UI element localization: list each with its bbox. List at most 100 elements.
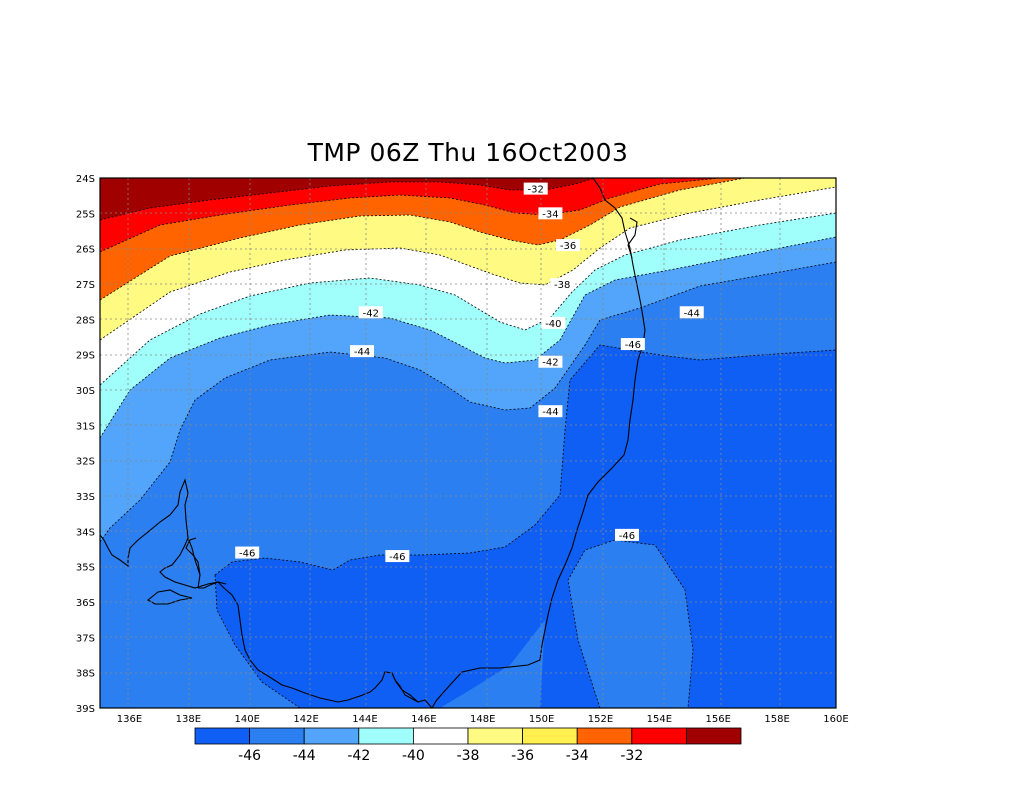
colorbar-swatch — [686, 727, 742, 745]
contour-label-box — [235, 546, 260, 559]
longitude-axis: 136E 138E 140E 142E 144E 146E 148E 150E 152E 154E… — [117, 714, 849, 725]
colorbar-label: -38 — [457, 748, 480, 764]
lon-tick-label: 146E — [411, 714, 436, 725]
contour-label-box — [538, 405, 563, 418]
filled-contours: -32 -34 -36 -38 -40 -42 -42 -44 -44 -44 -46 -46 -46 -… — [100, 178, 836, 708]
contour-label: -44 — [679, 306, 704, 319]
plot-frame — [99, 177, 837, 709]
contour-label-text: -46 — [239, 549, 255, 560]
lat-tick-label: 26S — [76, 245, 95, 256]
contour-label-box — [556, 239, 581, 252]
grid-lines — [100, 178, 836, 708]
contour-label-text: -34 — [542, 209, 558, 220]
contour-band-below-46-east — [540, 345, 836, 708]
contour-label: -46 — [385, 550, 410, 563]
contour-label-text: -40 — [545, 319, 561, 330]
colorbar-label: -42 — [347, 748, 370, 764]
contour-label: -32 — [523, 182, 548, 196]
colorbar-label: -40 — [402, 748, 425, 764]
contour-label: -38 — [550, 278, 575, 291]
coastline — [100, 178, 646, 708]
lat-tick-label: 35S — [76, 563, 95, 574]
contour-label: -46 — [614, 528, 639, 542]
contour-label-text: -38 — [554, 280, 570, 291]
contour-label-box — [541, 316, 566, 329]
colorbar: -46 -44 -42 -40 -38 -36 -34 -32 — [194, 727, 742, 764]
contour-label: -34 — [538, 207, 563, 220]
colorbar-swatch — [467, 727, 523, 745]
contour-label-box — [538, 355, 563, 368]
lon-tick-label: 152E — [588, 714, 613, 725]
latitude-axis: 24S 25S 26S 27S 28S 29S 30S 31S 32S 33S 34S 35S 36S 3… — [76, 174, 95, 715]
contour-label: -42 — [538, 355, 563, 369]
lat-tick-label: 24S — [76, 174, 95, 185]
lat-tick-label: 37S — [76, 633, 95, 644]
contour-label: -44 — [538, 405, 563, 418]
colorbar-swatch — [194, 727, 250, 745]
colorbar-swatch — [249, 727, 305, 745]
lat-tick-label: 29S — [76, 351, 95, 362]
lat-tick-label: 28S — [76, 315, 95, 326]
contour-label-text: -32 — [528, 185, 544, 196]
contour-label-box — [620, 338, 645, 351]
lat-tick-label: 33S — [76, 492, 95, 503]
contour-label: -40 — [541, 316, 566, 330]
colorbar-swatch — [631, 727, 687, 745]
contour-label: -46 — [235, 546, 260, 560]
lon-tick-label: 160E — [823, 714, 848, 725]
lon-tick-label: 136E — [117, 714, 142, 725]
contour-label-text: -46 — [389, 552, 405, 563]
contour-label-text: -44 — [684, 308, 700, 319]
contour-label-box — [550, 278, 575, 290]
lat-tick-label: 34S — [76, 527, 95, 538]
lon-tick-label: 154E — [647, 714, 672, 725]
lon-tick-label: 156E — [706, 714, 731, 725]
page-title: TMP 06Z Thu 16Oct2003 — [307, 138, 629, 167]
contour-label-box — [385, 550, 410, 563]
contour-label-text: -46 — [619, 531, 635, 542]
colorbar-label: -34 — [566, 748, 589, 764]
lon-tick-label: 158E — [764, 714, 789, 725]
lat-tick-label: 32S — [76, 457, 95, 468]
lat-tick-label: 39S — [76, 704, 95, 715]
contour-label: -42 — [358, 306, 383, 319]
lat-tick-label: 31S — [76, 421, 95, 432]
colorbar-label: -46 — [238, 748, 261, 764]
lat-tick-label: 38S — [76, 669, 95, 680]
contour-label-box — [358, 306, 383, 319]
contour-label-box — [523, 182, 548, 195]
contour-label-box — [538, 207, 563, 220]
contour-label-text: -44 — [354, 347, 370, 358]
lat-tick-label: 30S — [76, 386, 95, 397]
contour-label-text: -46 — [625, 340, 641, 351]
contour-band-below-46-west — [215, 495, 560, 708]
lat-tick-label: 25S — [76, 209, 95, 220]
lon-tick-label: 150E — [529, 714, 554, 725]
colorbar-swatch — [358, 727, 414, 745]
contour-label-box — [679, 306, 704, 319]
lon-tick-label: 148E — [470, 714, 495, 725]
colorbar-swatch — [522, 727, 578, 745]
lon-tick-label: 138E — [176, 714, 201, 725]
colorbar-label: -36 — [511, 748, 534, 764]
contour-label: -36 — [556, 239, 581, 252]
colorbar-label: -32 — [620, 748, 643, 764]
contour-label-box — [614, 528, 639, 541]
contour-band-above-32 — [100, 178, 595, 220]
contour-band-34-32 — [100, 178, 836, 252]
lon-tick-label: 142E — [293, 714, 318, 725]
contour-label-text: -42 — [542, 358, 558, 369]
contour-label-text: -44 — [542, 407, 558, 418]
contour-label-box — [350, 345, 375, 358]
contour-label-text: -36 — [560, 241, 576, 252]
colorbar-swatch — [576, 727, 633, 745]
lon-tick-label: 144E — [352, 714, 377, 725]
contour-label-text: -42 — [363, 308, 379, 319]
contour-labels: -32 -34 -36 -38 -40 -42 -42 -44 -44 -44 -46 -46 -46 -… — [235, 182, 704, 563]
colorbar-swatch — [303, 727, 360, 745]
lat-tick-label: 36S — [76, 598, 95, 609]
contour-label: -44 — [350, 345, 375, 358]
colorbar-swatch — [412, 727, 469, 745]
lat-tick-label: 27S — [76, 280, 95, 291]
colorbar-label: -44 — [293, 748, 316, 764]
